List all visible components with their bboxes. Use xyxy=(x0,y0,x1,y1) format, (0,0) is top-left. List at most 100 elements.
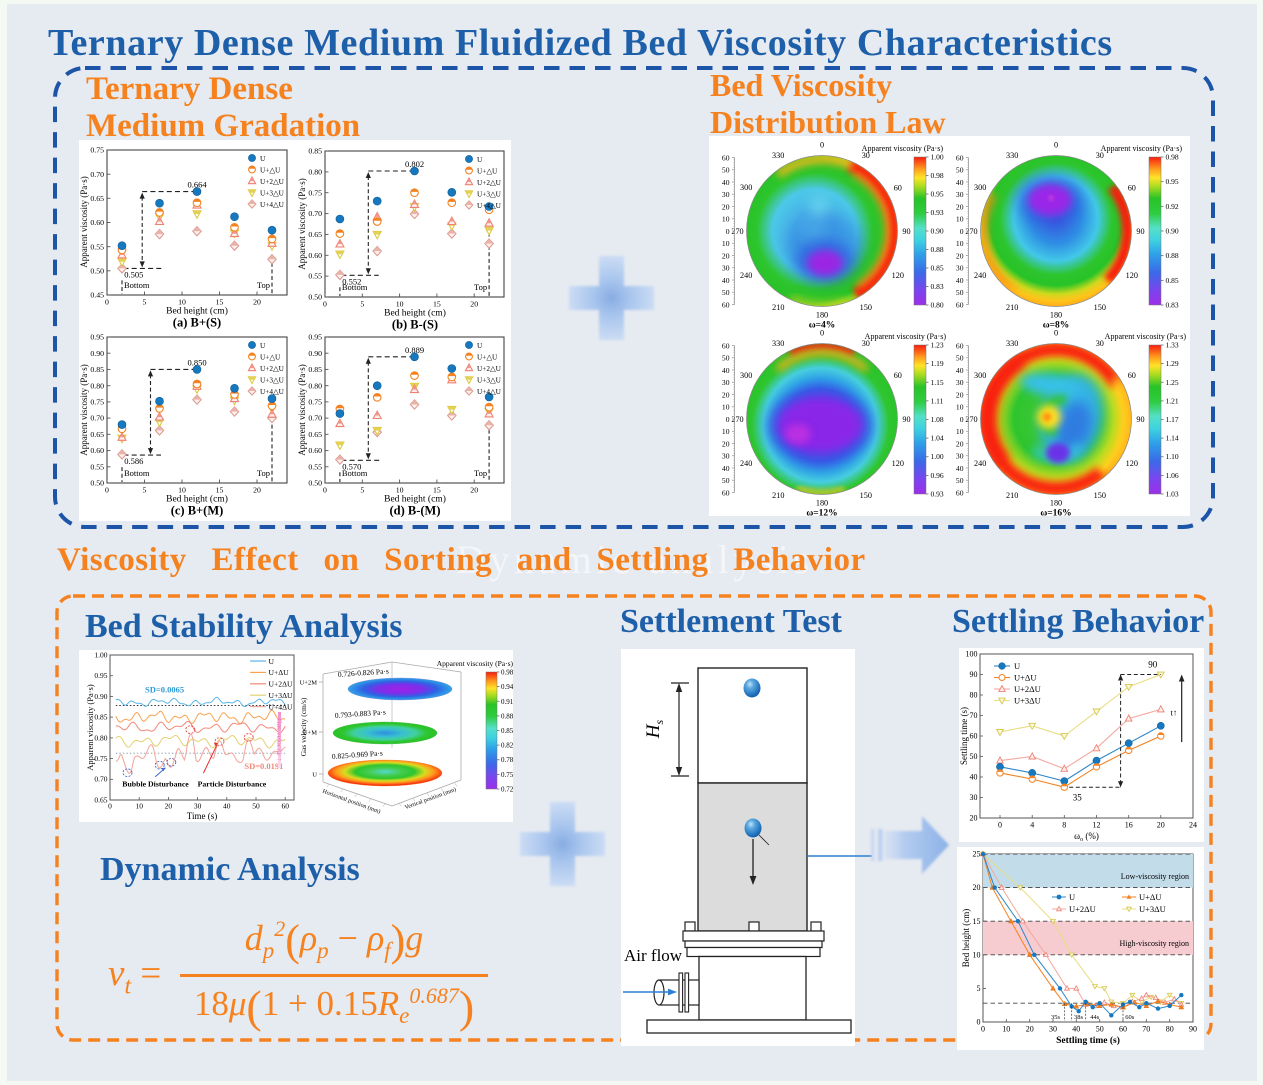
svg-text:60: 60 xyxy=(956,341,964,350)
svg-text:150: 150 xyxy=(860,491,872,500)
svg-text:60: 60 xyxy=(1128,371,1136,380)
svg-text:1.15: 1.15 xyxy=(931,378,944,387)
svg-text:Gas velocity (cm/s): Gas velocity (cm/s) xyxy=(299,697,308,756)
svg-text:10: 10 xyxy=(178,486,186,495)
svg-text:U: U xyxy=(260,341,266,350)
svg-text:60: 60 xyxy=(956,300,964,309)
svg-text:5: 5 xyxy=(143,486,147,495)
svg-text:60: 60 xyxy=(956,488,964,497)
svg-text:60: 60 xyxy=(894,183,902,192)
svg-text:15: 15 xyxy=(433,486,441,495)
svg-text:10: 10 xyxy=(722,239,730,248)
svg-text:Bubble Disturbance: Bubble Disturbance xyxy=(122,779,189,788)
svg-text:150: 150 xyxy=(1094,303,1106,312)
svg-text:0.793-0.883 Pa·s: 0.793-0.883 Pa·s xyxy=(335,707,387,720)
svg-text:120: 120 xyxy=(1126,271,1138,280)
svg-text:1.19: 1.19 xyxy=(931,359,944,368)
svg-text:0.70: 0.70 xyxy=(308,209,322,218)
svg-text:60: 60 xyxy=(894,371,902,380)
svg-text:8: 8 xyxy=(1062,821,1066,830)
svg-text:0: 0 xyxy=(323,486,327,495)
svg-text:0.55: 0.55 xyxy=(308,462,322,471)
svg-text:30: 30 xyxy=(970,793,978,802)
svg-text:20: 20 xyxy=(722,390,730,399)
svg-text:U+△U: U+△U xyxy=(477,167,498,176)
svg-text:20: 20 xyxy=(722,439,730,448)
svg-text:U+ΔU: U+ΔU xyxy=(1014,673,1037,683)
svg-text:1.10: 1.10 xyxy=(1166,452,1179,461)
svg-text:50: 50 xyxy=(722,166,730,175)
svg-text:Apparent viscosity (Pa·s): Apparent viscosity (Pa·s) xyxy=(1101,144,1183,153)
svg-text:100: 100 xyxy=(966,650,978,659)
svg-text:20: 20 xyxy=(1157,821,1165,830)
svg-text:Apparent viscosity (Pa·s): Apparent viscosity (Pa·s) xyxy=(1105,332,1187,341)
svg-text:15: 15 xyxy=(216,486,224,495)
svg-text:0.88: 0.88 xyxy=(501,712,513,720)
svg-text:U+△U: U+△U xyxy=(260,353,281,362)
svg-text:0: 0 xyxy=(820,329,824,338)
svg-text:10: 10 xyxy=(722,427,730,436)
svg-text:0.85: 0.85 xyxy=(94,713,107,722)
svg-text:U+3△U: U+3△U xyxy=(477,376,502,385)
svg-text:0.80: 0.80 xyxy=(90,381,104,390)
svg-text:90: 90 xyxy=(1148,659,1158,669)
svg-text:44s: 44s xyxy=(1090,1014,1100,1021)
svg-text:ω=8%: ω=8% xyxy=(1043,321,1070,331)
svg-text:0.75: 0.75 xyxy=(308,188,322,197)
svg-text:5: 5 xyxy=(977,984,981,993)
svg-text:0.82: 0.82 xyxy=(501,742,513,750)
svg-text:10: 10 xyxy=(396,486,404,495)
svg-text:0.83: 0.83 xyxy=(1166,301,1179,310)
svg-text:0.95: 0.95 xyxy=(931,190,944,199)
svg-text:U+2△U: U+2△U xyxy=(477,364,502,373)
svg-text:10: 10 xyxy=(956,215,964,224)
svg-text:Apparent viscosity (Pa·s): Apparent viscosity (Pa·s) xyxy=(862,144,944,153)
svg-text:0: 0 xyxy=(108,802,112,811)
svg-text:0.60: 0.60 xyxy=(90,218,104,227)
svg-text:Bed height (cm): Bed height (cm) xyxy=(384,494,446,505)
svg-text:0.75: 0.75 xyxy=(90,398,104,407)
svg-text:0: 0 xyxy=(820,141,824,150)
svg-text:270: 270 xyxy=(965,415,977,424)
svg-text:1.11: 1.11 xyxy=(931,396,944,405)
svg-text:1.00: 1.00 xyxy=(931,452,944,461)
svg-text:12: 12 xyxy=(1093,821,1101,830)
svg-text:0.72: 0.72 xyxy=(501,786,513,794)
svg-text:0.50: 0.50 xyxy=(308,293,322,302)
svg-text:30: 30 xyxy=(1096,151,1104,160)
svg-text:U: U xyxy=(269,657,275,666)
svg-text:25: 25 xyxy=(973,850,981,859)
svg-text:20: 20 xyxy=(470,300,478,309)
svg-text:60: 60 xyxy=(1119,1025,1127,1034)
svg-text:70: 70 xyxy=(1142,1025,1150,1034)
svg-text:30: 30 xyxy=(956,452,964,461)
svg-text:5: 5 xyxy=(360,486,364,495)
svg-text:U+△U: U+△U xyxy=(260,166,281,175)
svg-text:50: 50 xyxy=(722,354,730,363)
svg-text:U+2△U: U+2△U xyxy=(260,177,285,186)
svg-text:U+3ΔU: U+3ΔU xyxy=(1014,696,1041,706)
svg-text:U: U xyxy=(1014,661,1020,671)
svg-text:90: 90 xyxy=(902,227,910,236)
svg-text:Top: Top xyxy=(257,468,270,478)
svg-text:0.70: 0.70 xyxy=(94,775,107,784)
svg-text:0.60: 0.60 xyxy=(90,446,104,455)
svg-text:35: 35 xyxy=(1073,792,1083,802)
svg-text:240: 240 xyxy=(740,459,752,468)
svg-text:15: 15 xyxy=(216,298,224,307)
svg-text:0.70: 0.70 xyxy=(90,170,104,179)
svg-text:210: 210 xyxy=(1006,303,1018,312)
svg-text:1.33: 1.33 xyxy=(1166,341,1179,350)
svg-text:Top: Top xyxy=(474,282,487,292)
svg-text:300: 300 xyxy=(974,183,986,192)
svg-text:SD=0.0065: SD=0.0065 xyxy=(145,684,184,694)
svg-text:20: 20 xyxy=(956,251,964,260)
svg-text:120: 120 xyxy=(892,271,904,280)
svg-text:0.90: 0.90 xyxy=(931,227,944,236)
svg-text:1.06: 1.06 xyxy=(1166,471,1179,480)
svg-text:1.00: 1.00 xyxy=(931,153,944,162)
svg-text:0.726-0.826 Pa·s: 0.726-0.826 Pa·s xyxy=(338,666,390,679)
svg-text:90: 90 xyxy=(1189,1025,1197,1034)
svg-text:0.55: 0.55 xyxy=(308,272,322,281)
svg-text:0.80: 0.80 xyxy=(94,733,107,742)
